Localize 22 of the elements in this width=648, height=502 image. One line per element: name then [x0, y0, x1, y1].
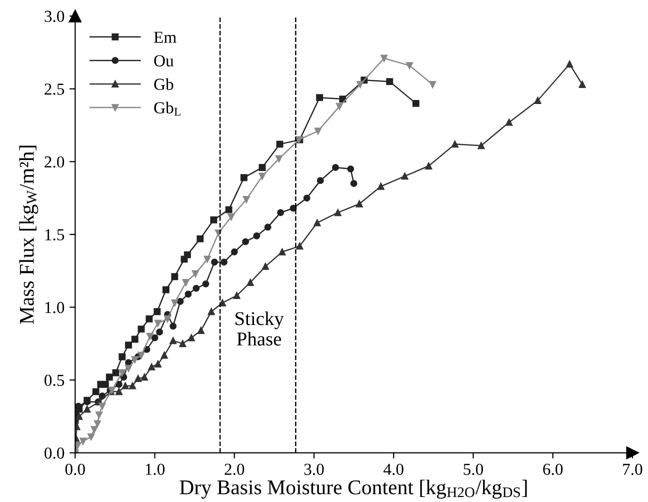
- legend-label: Ou: [154, 55, 174, 66]
- legend-label: Gb$_{L}$: [154, 102, 180, 116]
- y-axis-title: Mass Flux [kg$_{W}$/m²h]: [19, 146, 38, 324]
- x-tick-label: 5.0: [464, 464, 484, 476]
- x-tick-label: 1.0: [146, 464, 165, 476]
- y-tick-label: 0.5: [44, 374, 64, 386]
- y-tick-label: 1.5: [45, 229, 64, 240]
- y-tick-label: 2.5: [44, 84, 64, 95]
- x-axis-title: Dry Basis Moisture Content [kg$_{H2O}$/kg$_{DS}$]: [180, 480, 527, 499]
- y-tick-label: 1.0: [45, 302, 64, 314]
- x-tick-label: 6.0: [543, 464, 563, 476]
- legend-label: Gb: [154, 78, 174, 90]
- annotation: Sticky Phase: [236, 312, 284, 346]
- legend-label: Em: [154, 32, 176, 43]
- x-tick-label: 4.0: [384, 464, 404, 476]
- x-tick-label: 0.0: [65, 464, 85, 476]
- y-tick-label: 0.0: [44, 448, 64, 459]
- y-tick-label: 3.0: [44, 10, 64, 22]
- x-tick-label: 2.0: [224, 464, 244, 476]
- x-tick-label: 7.0: [623, 464, 642, 476]
- x-tick-label: 3.0: [304, 464, 324, 476]
- y-tick-label: 2.0: [44, 156, 64, 168]
